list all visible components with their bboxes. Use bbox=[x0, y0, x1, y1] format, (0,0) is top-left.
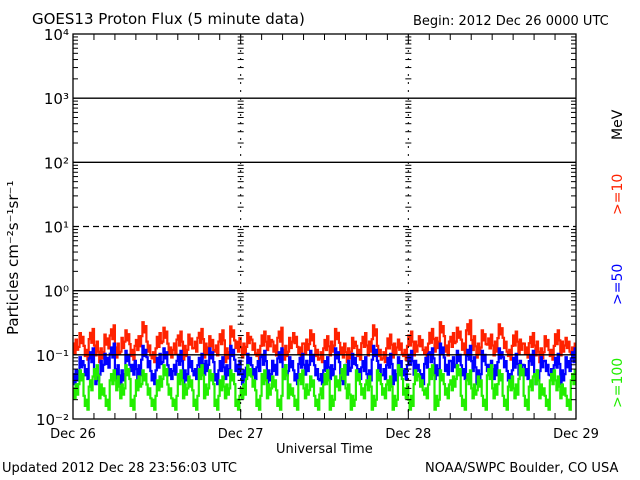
series-line-ge10 bbox=[73, 319, 576, 364]
x-tick-label: Dec 26 bbox=[50, 427, 96, 442]
legend-ge10: >=10 bbox=[610, 173, 626, 215]
legend-unit: MeV bbox=[610, 109, 626, 140]
x-tick-label: Dec 28 bbox=[385, 427, 431, 442]
chart-title: GOES13 Proton Flux (5 minute data) bbox=[32, 10, 305, 28]
x-tick-label: Dec 27 bbox=[218, 427, 264, 442]
series-line-ge100 bbox=[73, 364, 576, 411]
legend-ge50: >=50 bbox=[610, 263, 626, 305]
x-tick-label: Dec 29 bbox=[553, 427, 599, 442]
y-tick-label: 10⁻¹ bbox=[36, 347, 69, 365]
updated-timestamp: Updated 2012 Dec 28 23:56:03 UTC bbox=[2, 461, 237, 476]
y-tick-label: 10² bbox=[44, 154, 69, 172]
y-tick-label: 10⁻² bbox=[36, 411, 69, 429]
x-axis-label: Universal Time bbox=[276, 442, 373, 457]
y-tick-label: 10³ bbox=[44, 90, 69, 108]
y-tick-label: 10⁴ bbox=[44, 26, 69, 44]
series-line-ge50 bbox=[73, 342, 576, 386]
y-axis-label: Particles cm⁻²s⁻¹sr⁻¹ bbox=[4, 180, 22, 335]
legend-ge100: >=100 bbox=[610, 357, 626, 408]
y-tick-label: 10¹ bbox=[44, 219, 69, 237]
y-tick-label: 10⁰ bbox=[44, 283, 69, 301]
begin-time: Begin: 2012 Dec 26 0000 UTC bbox=[413, 14, 609, 29]
source-credit: NOAA/SWPC Boulder, CO USA bbox=[425, 461, 619, 476]
